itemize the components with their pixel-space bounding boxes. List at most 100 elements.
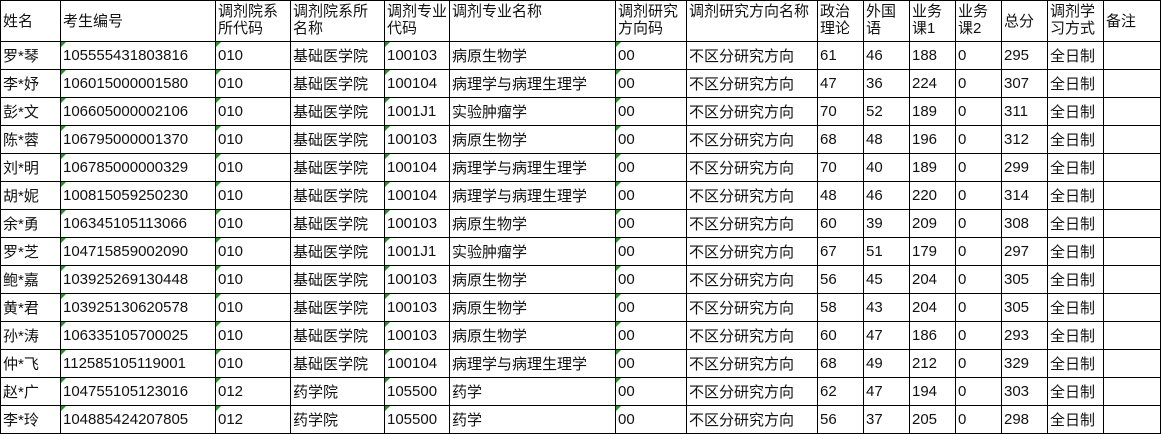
cell-study-mode[interactable]: 全日制	[1047, 321, 1104, 350]
cell-course2[interactable]: 0	[955, 377, 1002, 406]
cell-direction-name[interactable]: 不区分研究方向	[686, 153, 818, 182]
header-course1[interactable]: 业务课1	[909, 0, 956, 42]
cell-total[interactable]: 307	[1001, 69, 1048, 98]
cell-direction-code[interactable]: 00	[615, 97, 687, 126]
cell-politics[interactable]: 60	[817, 209, 864, 238]
cell-major-code[interactable]: 100103	[384, 265, 450, 294]
cell-direction-code[interactable]: 00	[615, 321, 687, 350]
cell-dept-name[interactable]: 基础医学院	[290, 209, 385, 238]
cell-course2[interactable]: 0	[955, 41, 1002, 70]
cell-direction-code[interactable]: 00	[615, 405, 687, 434]
cell-direction-name[interactable]: 不区分研究方向	[686, 97, 818, 126]
cell-foreign-language[interactable]: 52	[863, 97, 910, 126]
cell-course2[interactable]: 0	[955, 153, 1002, 182]
cell-exam-id[interactable]: 103925269130448	[60, 265, 216, 294]
cell-foreign-language[interactable]: 49	[863, 349, 910, 378]
cell-total[interactable]: 293	[1001, 321, 1048, 350]
cell-foreign-language[interactable]: 51	[863, 237, 910, 266]
cell-study-mode[interactable]: 全日制	[1047, 181, 1104, 210]
cell-name[interactable]: 孙*涛	[0, 321, 61, 350]
cell-major-name[interactable]: 药学	[449, 405, 616, 434]
cell-study-mode[interactable]: 全日制	[1047, 97, 1104, 126]
cell-foreign-language[interactable]: 40	[863, 153, 910, 182]
cell-total[interactable]: 312	[1001, 125, 1048, 154]
cell-exam-id[interactable]: 103925130620578	[60, 293, 216, 322]
cell-course2[interactable]: 0	[955, 125, 1002, 154]
cell-dept-code[interactable]: 010	[215, 125, 291, 154]
cell-foreign-language[interactable]: 39	[863, 209, 910, 238]
cell-direction-code[interactable]: 00	[615, 125, 687, 154]
cell-total[interactable]: 308	[1001, 209, 1048, 238]
cell-total[interactable]: 329	[1001, 349, 1048, 378]
cell-course2[interactable]: 0	[955, 69, 1002, 98]
cell-direction-code[interactable]: 00	[615, 265, 687, 294]
cell-exam-id[interactable]: 100815059250230	[60, 181, 216, 210]
cell-dept-code[interactable]: 010	[215, 237, 291, 266]
cell-dept-name[interactable]: 基础医学院	[290, 69, 385, 98]
header-course2[interactable]: 业务课2	[955, 0, 1002, 42]
cell-dept-name[interactable]: 药学院	[290, 405, 385, 434]
cell-politics[interactable]: 68	[817, 349, 864, 378]
cell-dept-name[interactable]: 基础医学院	[290, 153, 385, 182]
cell-major-name[interactable]: 病原生物学	[449, 293, 616, 322]
cell-name[interactable]: 仲*飞	[0, 349, 61, 378]
cell-total[interactable]: 297	[1001, 237, 1048, 266]
cell-direction-name[interactable]: 不区分研究方向	[686, 209, 818, 238]
cell-exam-id[interactable]: 104715859002090	[60, 237, 216, 266]
cell-remarks[interactable]	[1103, 209, 1161, 238]
cell-dept-name[interactable]: 基础医学院	[290, 293, 385, 322]
cell-total[interactable]: 298	[1001, 405, 1048, 434]
header-direction-code[interactable]: 调剂研究方向码	[615, 0, 687, 42]
cell-study-mode[interactable]: 全日制	[1047, 265, 1104, 294]
cell-major-code[interactable]: 100103	[384, 209, 450, 238]
cell-foreign-language[interactable]: 43	[863, 293, 910, 322]
cell-major-code[interactable]: 1001J1	[384, 97, 450, 126]
cell-direction-name[interactable]: 不区分研究方向	[686, 377, 818, 406]
cell-direction-code[interactable]: 00	[615, 181, 687, 210]
cell-course1[interactable]: 224	[909, 69, 956, 98]
cell-remarks[interactable]	[1103, 377, 1161, 406]
cell-course1[interactable]: 194	[909, 377, 956, 406]
cell-direction-name[interactable]: 不区分研究方向	[686, 321, 818, 350]
cell-name[interactable]: 罗*琴	[0, 41, 61, 70]
cell-exam-id[interactable]: 106345105113066	[60, 209, 216, 238]
cell-study-mode[interactable]: 全日制	[1047, 377, 1104, 406]
cell-foreign-language[interactable]: 46	[863, 41, 910, 70]
cell-study-mode[interactable]: 全日制	[1047, 209, 1104, 238]
cell-course1[interactable]: 204	[909, 265, 956, 294]
cell-remarks[interactable]	[1103, 265, 1161, 294]
cell-direction-name[interactable]: 不区分研究方向	[686, 293, 818, 322]
cell-remarks[interactable]	[1103, 153, 1161, 182]
cell-remarks[interactable]	[1103, 321, 1161, 350]
cell-major-code[interactable]: 100104	[384, 181, 450, 210]
cell-foreign-language[interactable]: 45	[863, 265, 910, 294]
cell-foreign-language[interactable]: 37	[863, 405, 910, 434]
cell-name[interactable]: 鲍*嘉	[0, 265, 61, 294]
cell-course1[interactable]: 188	[909, 41, 956, 70]
header-major-code[interactable]: 调剂专业代码	[384, 0, 450, 42]
cell-course2[interactable]: 0	[955, 209, 1002, 238]
cell-politics[interactable]: 68	[817, 125, 864, 154]
cell-direction-code[interactable]: 00	[615, 69, 687, 98]
cell-dept-code[interactable]: 010	[215, 349, 291, 378]
cell-dept-code[interactable]: 010	[215, 209, 291, 238]
cell-name[interactable]: 余*勇	[0, 209, 61, 238]
cell-major-name[interactable]: 药学	[449, 377, 616, 406]
cell-politics[interactable]: 56	[817, 405, 864, 434]
cell-course2[interactable]: 0	[955, 97, 1002, 126]
cell-dept-code[interactable]: 010	[215, 293, 291, 322]
cell-major-code[interactable]: 100103	[384, 125, 450, 154]
cell-course1[interactable]: 189	[909, 97, 956, 126]
cell-politics[interactable]: 70	[817, 153, 864, 182]
cell-dept-name[interactable]: 基础医学院	[290, 265, 385, 294]
cell-study-mode[interactable]: 全日制	[1047, 293, 1104, 322]
cell-remarks[interactable]	[1103, 405, 1161, 434]
cell-remarks[interactable]	[1103, 125, 1161, 154]
cell-major-name[interactable]: 实验肿瘤学	[449, 97, 616, 126]
cell-dept-name[interactable]: 药学院	[290, 377, 385, 406]
cell-major-name[interactable]: 病原生物学	[449, 321, 616, 350]
cell-major-code[interactable]: 100103	[384, 41, 450, 70]
header-dept-code[interactable]: 调剂院系所代码	[215, 0, 291, 42]
cell-politics[interactable]: 70	[817, 97, 864, 126]
cell-foreign-language[interactable]: 46	[863, 181, 910, 210]
